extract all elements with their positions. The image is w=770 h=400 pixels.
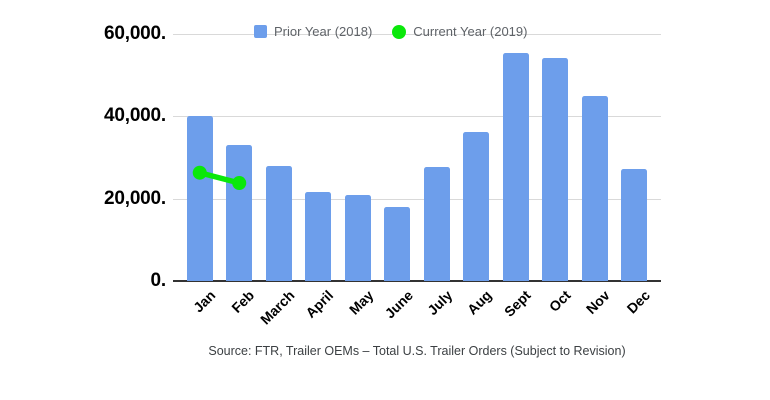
y-tick-label: 40,000. [104, 105, 166, 127]
legend-label-prior-year: Prior Year (2018) [274, 24, 373, 39]
legend-item-current-year: Current Year (2019) [392, 24, 527, 39]
bar-dec [621, 168, 648, 281]
bar-sept [502, 52, 529, 281]
y-tick-label: 60,000. [104, 23, 166, 44]
x-tick-label: July [423, 287, 456, 319]
circle-marker-icon [392, 24, 407, 39]
x-tick-label: Nov [583, 287, 614, 318]
x-axis: Jan Feb March April May June July Aug Sept Oct Nov… [173, 283, 661, 345]
x-axis-line [173, 280, 661, 282]
x-tick-label: Feb [228, 287, 258, 316]
chart-legend: Prior Year (2018) Current Year (2019) [254, 24, 527, 39]
bar-oct [542, 57, 569, 281]
x-tick-label: March [256, 287, 298, 328]
gridline [173, 198, 661, 200]
bar-aug [463, 131, 490, 281]
gridline [173, 34, 661, 35]
plot-area [173, 34, 661, 282]
x-tick-label: Dec [623, 287, 653, 317]
legend-label-current-year: Current Year (2019) [413, 24, 528, 39]
bar-nov [581, 95, 608, 281]
gridline [173, 116, 661, 118]
x-tick-label: May [345, 287, 377, 318]
bar-june [384, 206, 411, 281]
legend-item-prior-year: Prior Year (2018) [254, 24, 372, 39]
bar-march [265, 165, 292, 281]
x-tick-label: June [381, 287, 416, 322]
current-year-line [192, 165, 247, 191]
x-tick-label: Jan [189, 287, 219, 316]
x-tick-label: Oct [545, 287, 574, 315]
x-tick-label: Aug [464, 287, 495, 318]
square-marker-icon [254, 25, 267, 38]
data-point-dot [192, 165, 207, 180]
y-tick-label: 0. [150, 270, 167, 291]
x-tick-label: Sept [501, 287, 535, 320]
bar-july [423, 167, 450, 281]
y-tick-label: 20,000. [104, 187, 166, 209]
bar-may [344, 195, 371, 281]
bar-feb [226, 145, 253, 281]
source-caption: Source: FTR, Trailer OEMs – Total U.S. T… [208, 344, 626, 358]
bar-jan [186, 116, 213, 281]
data-point-dot [232, 176, 247, 191]
x-tick-label: April [302, 287, 337, 321]
bar-april [305, 192, 332, 281]
